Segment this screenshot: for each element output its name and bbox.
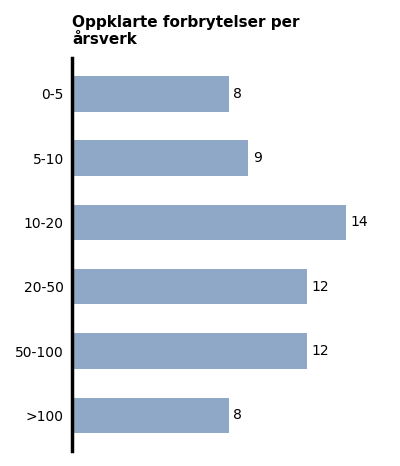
Text: Oppklarte forbrytelser per
årsverk: Oppklarte forbrytelser per årsverk xyxy=(72,15,300,48)
Bar xyxy=(72,140,248,176)
Bar xyxy=(72,398,228,433)
Bar xyxy=(72,334,307,369)
Text: 12: 12 xyxy=(312,344,329,358)
Text: 12: 12 xyxy=(312,280,329,294)
Bar xyxy=(72,205,346,240)
Text: 9: 9 xyxy=(253,151,262,165)
Bar xyxy=(72,76,228,111)
Text: 8: 8 xyxy=(234,87,242,101)
Text: 8: 8 xyxy=(234,409,242,423)
Bar xyxy=(72,269,307,304)
Text: 14: 14 xyxy=(351,215,368,229)
